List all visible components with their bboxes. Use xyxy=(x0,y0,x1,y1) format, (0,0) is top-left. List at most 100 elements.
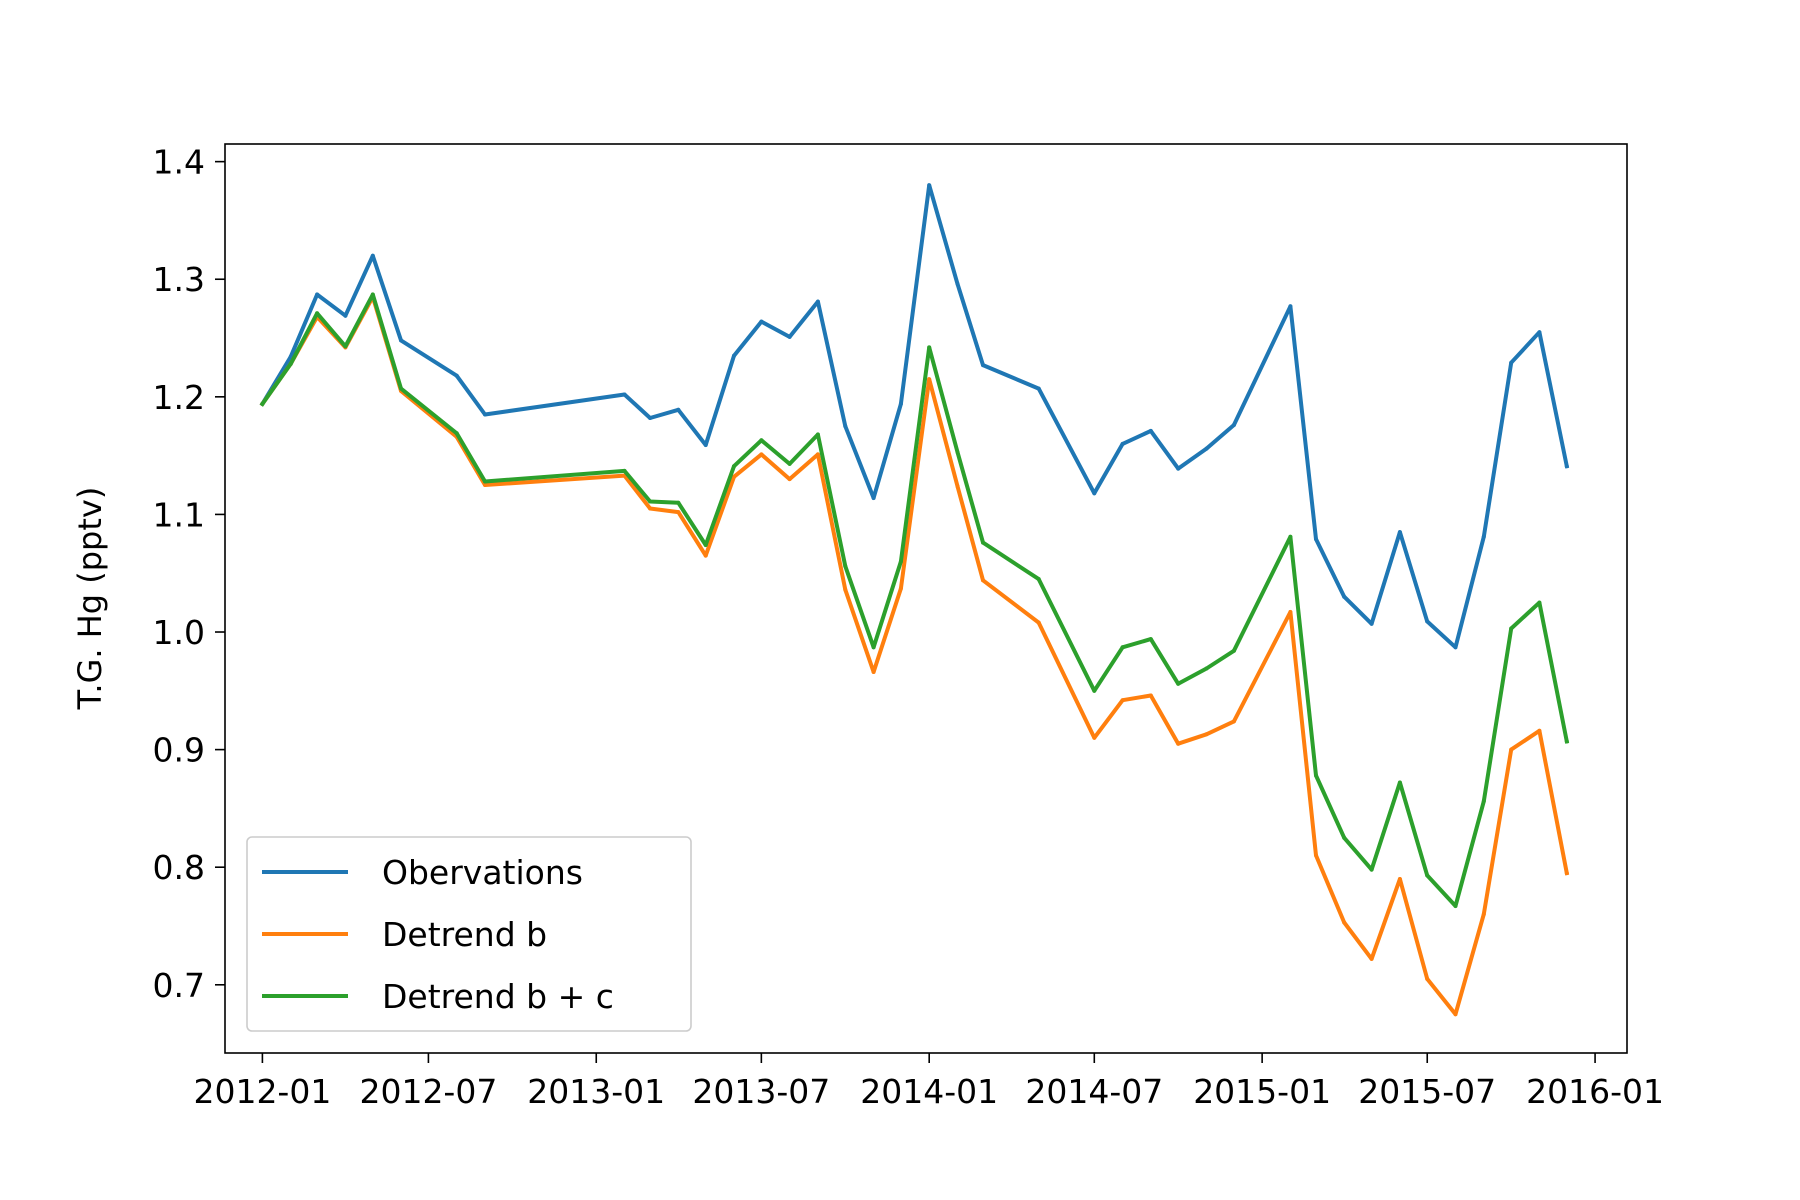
data-point xyxy=(1231,648,1236,653)
data-point xyxy=(1231,719,1236,724)
data-point xyxy=(1120,441,1125,446)
data-point xyxy=(648,506,653,511)
data-point xyxy=(871,645,876,650)
data-point xyxy=(1369,956,1374,961)
x-tick-label: 2012-01 xyxy=(193,1072,331,1111)
x-tick-label: 2013-07 xyxy=(692,1072,830,1111)
y-tick-label: 0.8 xyxy=(153,848,205,887)
data-point xyxy=(483,479,487,484)
data-point xyxy=(787,334,792,339)
data-point xyxy=(1092,735,1097,740)
data-point xyxy=(1148,693,1153,698)
data-point xyxy=(1453,645,1458,650)
data-point xyxy=(1288,534,1293,539)
y-tick-label: 1.0 xyxy=(153,613,205,652)
data-point xyxy=(1397,530,1402,535)
legend-item: Detrend b + c xyxy=(262,977,614,1016)
data-point xyxy=(898,559,903,564)
data-point xyxy=(1397,877,1402,881)
data-point xyxy=(1425,619,1430,624)
x-tick-label: 2016-01 xyxy=(1526,1072,1664,1111)
data-point xyxy=(315,292,320,297)
y-axis-label: T.G. Hg (pptv) xyxy=(71,487,109,711)
data-point xyxy=(787,477,792,482)
data-point xyxy=(732,353,736,358)
data-point xyxy=(815,452,820,457)
data-point xyxy=(843,564,848,569)
legend-label: Detrend b + c xyxy=(382,977,614,1016)
data-point xyxy=(1148,637,1153,642)
data-point xyxy=(1564,739,1569,744)
data-point xyxy=(1120,698,1125,703)
plot-frame xyxy=(224,143,1628,1054)
series-2 xyxy=(259,292,1570,908)
data-point xyxy=(1204,446,1209,451)
data-point xyxy=(703,543,708,547)
data-point xyxy=(759,319,764,324)
data-point xyxy=(871,496,876,500)
data-point xyxy=(315,311,320,316)
data-point xyxy=(676,407,681,412)
data-point xyxy=(815,432,820,437)
data-point xyxy=(1397,780,1402,785)
data-point xyxy=(1453,1012,1458,1017)
legend-item: Obervations xyxy=(262,853,583,892)
data-point xyxy=(648,499,653,504)
data-point xyxy=(955,450,960,455)
data-point xyxy=(898,586,903,591)
data-point xyxy=(1231,423,1236,427)
legend: Obervations Detrend b Detrend b + c xyxy=(246,836,692,1032)
x-tick-label: 2015-07 xyxy=(1358,1072,1496,1111)
data-point xyxy=(1036,577,1041,582)
data-point xyxy=(1537,330,1542,335)
data-point xyxy=(732,464,736,469)
data-point xyxy=(260,401,265,406)
data-point xyxy=(1092,688,1097,693)
data-point xyxy=(1314,853,1318,858)
data-point xyxy=(843,424,848,429)
data-point xyxy=(483,412,487,417)
data-point xyxy=(1481,534,1486,539)
data-point xyxy=(981,540,985,545)
data-point xyxy=(927,345,932,350)
data-point xyxy=(483,483,487,487)
data-point xyxy=(1453,904,1458,908)
y-tick-label: 1.1 xyxy=(153,495,205,534)
data-point xyxy=(676,500,681,505)
y-tick-label: 1.2 xyxy=(153,378,205,417)
data-point xyxy=(1509,626,1514,631)
series-line xyxy=(259,183,1570,650)
legend-item: Detrend b xyxy=(262,915,547,954)
legend-box xyxy=(246,836,692,1032)
y-tick-label: 1.4 xyxy=(153,143,205,182)
data-point xyxy=(815,299,820,304)
data-point xyxy=(1204,732,1209,737)
x-tick-label: 2013-01 xyxy=(527,1072,665,1111)
data-point xyxy=(1036,620,1041,625)
data-point xyxy=(1481,799,1486,804)
data-point xyxy=(703,443,708,447)
data-point xyxy=(343,313,348,318)
data-point xyxy=(622,468,627,473)
data-point xyxy=(1342,594,1347,599)
y-tick-label: 0.7 xyxy=(153,966,205,1005)
data-point xyxy=(1509,747,1514,752)
data-point xyxy=(759,438,764,443)
legend-label: Detrend b xyxy=(382,915,547,954)
data-point xyxy=(1288,304,1293,309)
data-point xyxy=(1425,976,1430,981)
data-point xyxy=(1148,428,1153,433)
legend-label: Obervations xyxy=(382,853,583,892)
data-point xyxy=(343,344,348,349)
data-point xyxy=(1120,645,1125,650)
y-tick-label: 0.9 xyxy=(153,731,205,770)
data-point xyxy=(1288,610,1293,614)
data-point xyxy=(843,587,848,592)
data-point xyxy=(648,416,653,420)
data-point xyxy=(955,281,960,286)
data-point xyxy=(732,474,736,479)
data-point xyxy=(1509,360,1514,365)
data-point xyxy=(1564,871,1569,876)
data-point xyxy=(981,578,985,583)
data-point xyxy=(370,253,375,258)
